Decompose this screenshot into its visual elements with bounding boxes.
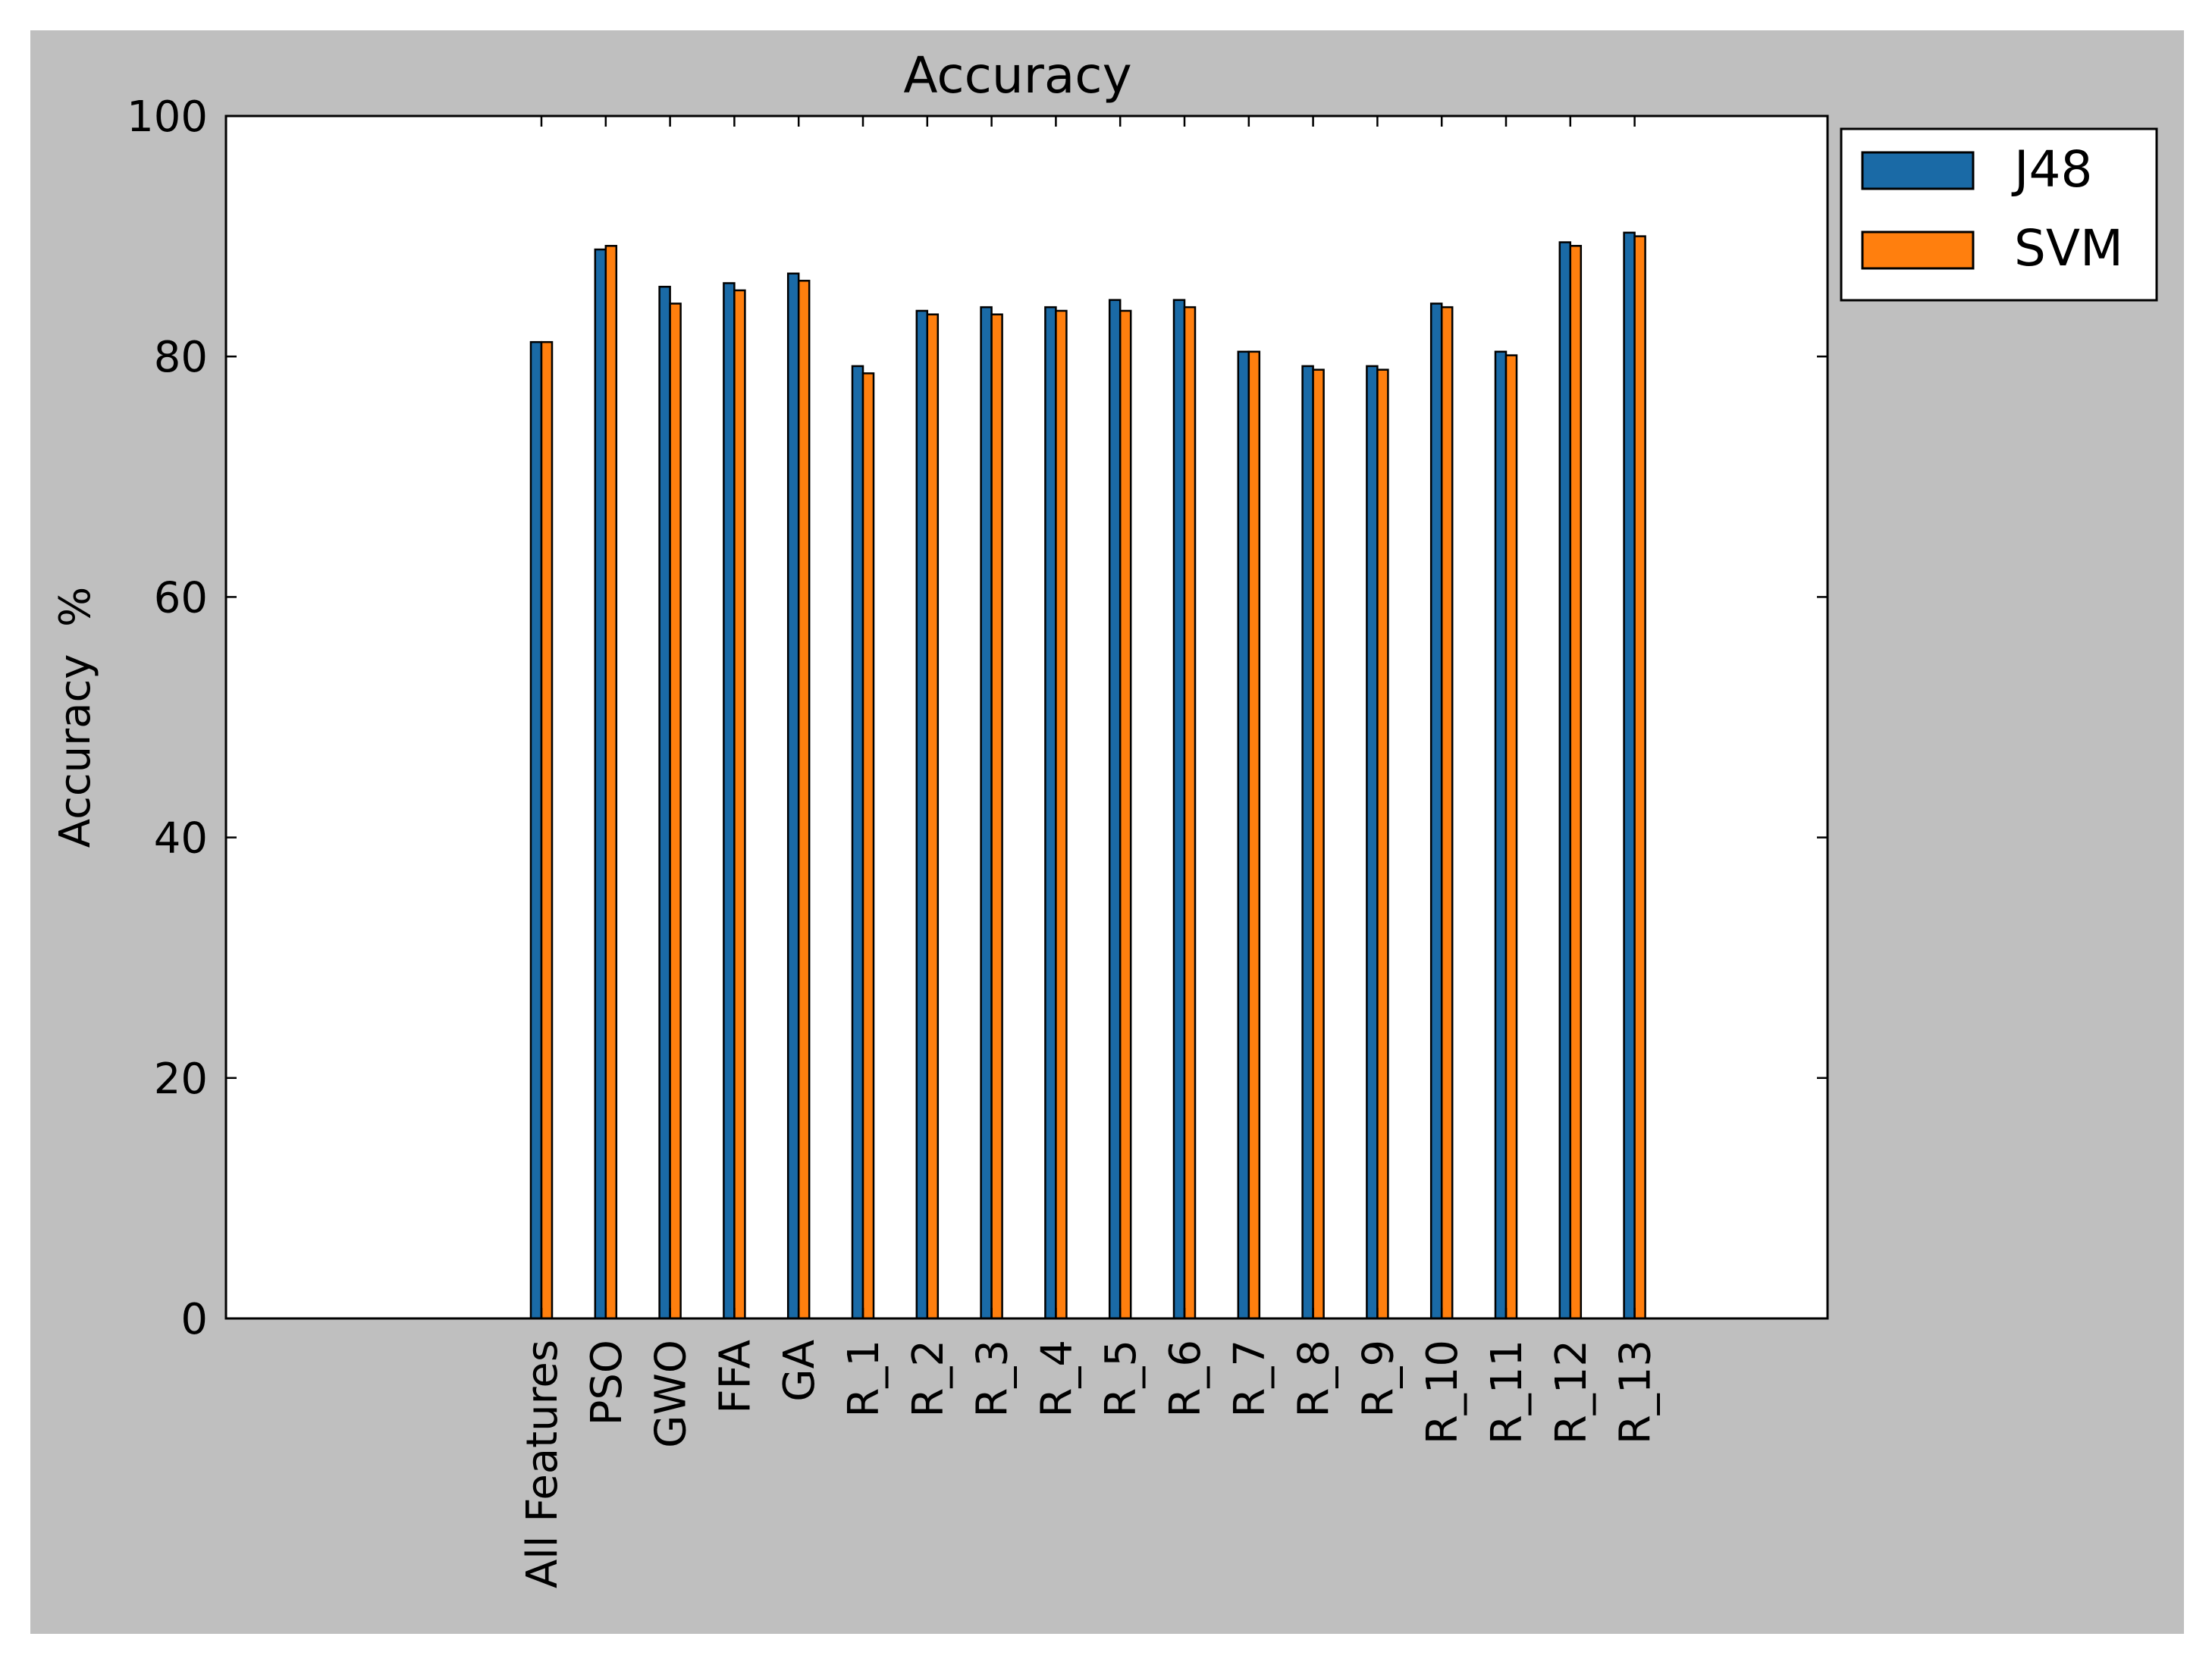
x-tick-label-r-11: R_11 — [1483, 1340, 1532, 1444]
x-tick-label-ffa: FFA — [711, 1340, 760, 1414]
legend-label-svm: SVM — [2014, 219, 2123, 277]
bar-svm-r-7 — [1247, 350, 1261, 1320]
x-tick-label-r-10: R_10 — [1418, 1340, 1467, 1444]
x-tick-label-all-features: All Features — [518, 1340, 567, 1588]
bar-j48-r-7 — [1237, 350, 1250, 1320]
bar-j48-r-2 — [915, 309, 929, 1320]
bar-svm-ga — [797, 280, 811, 1320]
bar-svm-r-5 — [1119, 309, 1132, 1320]
x-tick-label-r-4: R_4 — [1032, 1340, 1081, 1418]
bar-svm-r-6 — [1183, 306, 1197, 1320]
x-tick-label-ga: GA — [775, 1340, 824, 1402]
x-tick-label-pso: PSO — [582, 1340, 632, 1425]
y-axis-label: Accuracy % — [51, 587, 100, 848]
legend-swatch-svm — [1861, 230, 1975, 270]
bar-j48-pso — [594, 248, 607, 1320]
plot-frame — [224, 114, 1829, 1320]
y-tick-label-20: 20 — [154, 1055, 208, 1104]
legend: J48 SVM — [1840, 127, 2158, 302]
bar-j48-ffa — [723, 282, 736, 1320]
bar-j48-r-9 — [1366, 365, 1379, 1320]
x-axis: All Features PSO GWO FFA GA R_1 R_2 R_3 R_4 R_5 R_… — [518, 116, 1661, 1588]
legend-swatch-j48 — [1861, 151, 1975, 190]
bar-j48-r-5 — [1108, 299, 1122, 1320]
y-tick-label-80: 80 — [154, 333, 208, 382]
bar-svm-r-8 — [1312, 368, 1325, 1320]
x-tick-label-r-3: R_3 — [968, 1340, 1018, 1418]
bar-svm-ffa — [733, 289, 746, 1320]
y-tick-label-100: 100 — [127, 92, 208, 142]
y-axis: 0 20 40 60 80 100 — [127, 92, 1828, 1344]
x-tick-label-r-8: R_8 — [1290, 1340, 1339, 1418]
x-tick-label-r-2: R_2 — [904, 1340, 953, 1418]
bar-svm-pso — [604, 245, 618, 1320]
y-tick-label-40: 40 — [154, 814, 208, 864]
x-tick-label-r-5: R_5 — [1097, 1340, 1146, 1418]
y-tick-label-60: 60 — [154, 573, 208, 622]
bars-layer — [529, 231, 1646, 1320]
bar-svm-r-10 — [1440, 306, 1454, 1320]
bar-j48-ga — [786, 272, 800, 1320]
bar-j48-r-6 — [1172, 299, 1186, 1320]
bar-j48-r-11 — [1494, 350, 1508, 1320]
y-tick-label-0: 0 — [180, 1295, 208, 1344]
x-tick-label-r-1: R_1 — [839, 1340, 889, 1418]
bar-svm-r-1 — [861, 372, 875, 1320]
bar-svm-r-9 — [1376, 368, 1389, 1320]
bar-j48-r-13 — [1623, 231, 1636, 1320]
bar-j48-r-12 — [1558, 241, 1572, 1320]
bar-svm-r-2 — [926, 313, 940, 1320]
legend-label-j48: J48 — [2011, 140, 2092, 199]
chart-title: Accuracy — [903, 46, 1131, 105]
bar-j48-gwo — [658, 285, 671, 1320]
bar-j48-r-10 — [1429, 303, 1443, 1320]
bar-j48-all-features — [529, 340, 543, 1320]
x-tick-label-gwo: GWO — [647, 1340, 696, 1448]
plot-area — [226, 116, 1828, 1318]
bar-svm-r-13 — [1633, 235, 1646, 1320]
bar-j48-r-8 — [1301, 365, 1314, 1320]
x-tick-label-r-12: R_12 — [1547, 1340, 1596, 1444]
bar-j48-r-3 — [980, 306, 993, 1320]
bar-svm-r-4 — [1055, 309, 1068, 1320]
bar-j48-r-1 — [851, 365, 864, 1320]
x-tick-label-r-13: R_13 — [1611, 1340, 1661, 1444]
bar-svm-gwo — [669, 303, 682, 1320]
bar-svm-r-3 — [990, 313, 1003, 1320]
bar-svm-r-11 — [1504, 354, 1518, 1320]
x-tick-label-r-9: R_9 — [1354, 1340, 1403, 1418]
bar-j48-r-4 — [1044, 306, 1057, 1320]
bar-svm-r-12 — [1569, 245, 1583, 1320]
bar-svm-all-features — [540, 340, 554, 1320]
x-tick-label-r-6: R_6 — [1161, 1340, 1210, 1418]
x-tick-label-r-7: R_7 — [1225, 1340, 1275, 1418]
